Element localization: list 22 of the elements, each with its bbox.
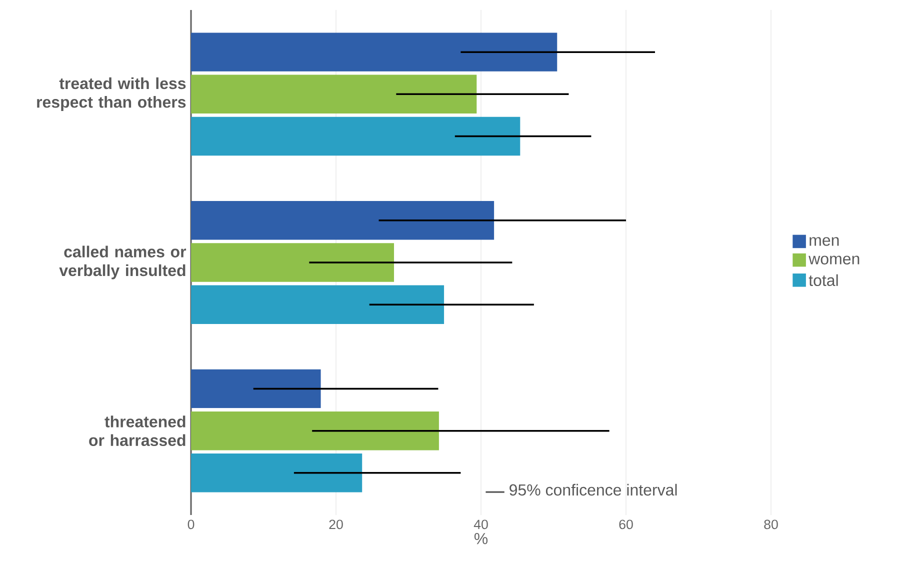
y-tick-label: called names or verbally insulted [59, 246, 186, 280]
bar [191, 369, 321, 408]
bar [191, 243, 394, 282]
bar [191, 411, 439, 450]
bar [191, 285, 444, 324]
legend-label: total [808, 274, 838, 286]
bar [191, 454, 362, 492]
bar [191, 74, 477, 114]
x-tick-label: 40 [474, 520, 488, 530]
legend-label: women [808, 256, 860, 264]
y-tick-label: threatened or harrassed [89, 416, 186, 446]
bar [191, 32, 558, 72]
x-tick-label: 0 [188, 520, 194, 530]
x-tick-label: 80 [764, 520, 778, 530]
annotation: 95% conficence interval [510, 484, 677, 496]
x-tick-label: 20 [329, 520, 343, 530]
bar [191, 201, 494, 240]
x-tick-label: 60 [619, 520, 633, 530]
y-tick-label: treated with less respect than others [37, 77, 186, 111]
bar [191, 116, 520, 156]
x-axis-title: % [474, 532, 488, 544]
legend-label: men [810, 237, 839, 246]
